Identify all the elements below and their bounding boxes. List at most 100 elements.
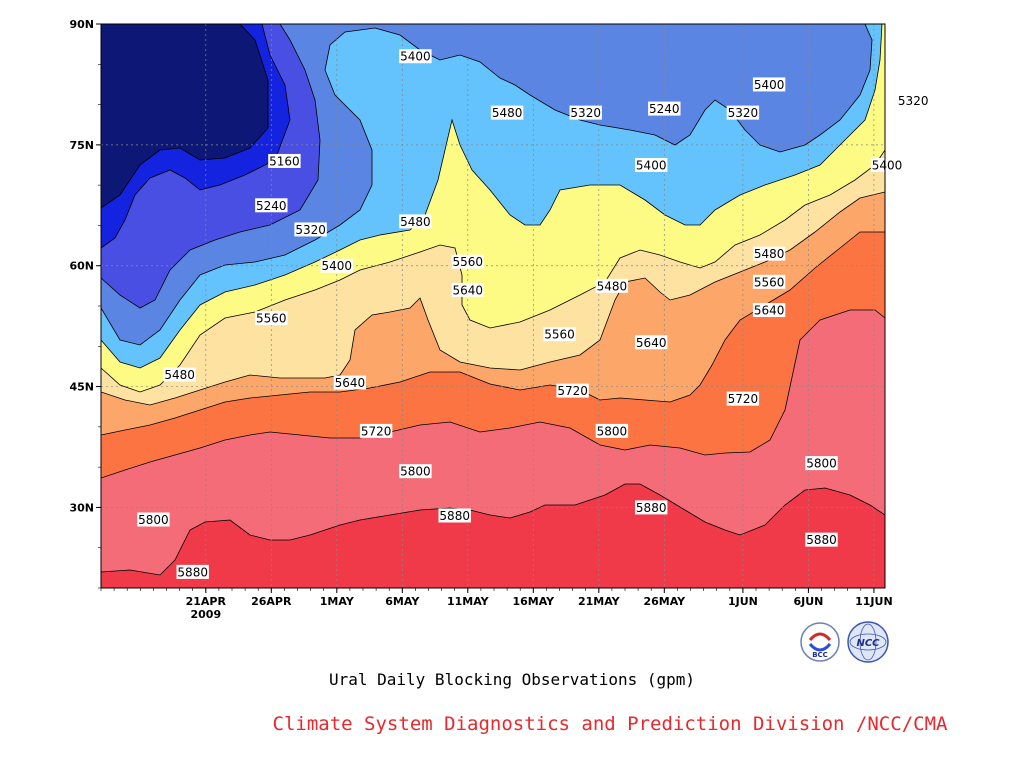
contour-label-text: 5240 (256, 199, 287, 213)
contour-label: 5160 (268, 153, 301, 168)
contour-label-bg (635, 335, 668, 350)
contour-label-text: 5320 (295, 223, 326, 237)
contour-label-text: 5480 (754, 247, 785, 261)
contour-label-bg (752, 274, 786, 289)
y-tick-label: 75N (69, 139, 94, 152)
contour-label-bg (163, 367, 196, 382)
x-tick-label: 21APR (186, 595, 227, 608)
chart-caption: Ural Daily Blocking Observations (gpm) (328, 670, 696, 689)
contour-label-text: 5480 (400, 215, 431, 229)
x-tick-label: 16MAY (512, 595, 555, 608)
credit-line: Climate System Diagnostics and Predictio… (272, 713, 948, 735)
contour-label: 5640 (333, 375, 367, 390)
contour-label-bg (255, 311, 288, 326)
x-tick-label: 6MAY (385, 595, 420, 608)
contour-label-bg (399, 49, 432, 64)
contour-label-text: 5720 (557, 384, 588, 398)
logos: BCC NCC (800, 620, 900, 664)
y-tick-label: 90N (69, 18, 94, 31)
contour-label: 5880 (176, 564, 209, 579)
contour-label: 5320 (726, 105, 760, 120)
contour-label: 5640 (451, 282, 484, 297)
bcc-logo-icon: BCC (800, 622, 840, 662)
svg-text:NCC: NCC (856, 638, 880, 649)
contour-label: 5480 (399, 214, 432, 229)
contour-label-text: 5640 (636, 336, 667, 350)
contour-label: 5320 (569, 105, 602, 120)
x-tick-label: 1JUN (728, 595, 758, 608)
contour-label-text: 5160 (269, 154, 300, 168)
y-axis: 30N 45N 60N 75N 90N (69, 18, 101, 589)
contour-label-bg (359, 423, 393, 438)
contour-label: 5720 (359, 423, 393, 438)
contour-label: 5480 (595, 278, 629, 293)
contour-label: 5800 (805, 456, 838, 471)
contour-label: 5880 (438, 508, 471, 523)
contour-label: 5480 (752, 246, 786, 261)
contour-label-bg (805, 456, 838, 471)
contour-label-text: 5560 (256, 312, 287, 326)
contour-label-text: 5880 (177, 565, 208, 579)
contour-label-bg (726, 105, 760, 120)
contour-label: 5480 (163, 367, 196, 382)
contour-label-text: 5800 (806, 457, 837, 471)
contour-label-bg (294, 222, 327, 237)
contour-label: 5480 (490, 105, 524, 120)
x-tick-label: 26APR (251, 595, 292, 608)
contour-label-bg (451, 254, 484, 269)
contour-label-bg (438, 508, 471, 523)
contour-label: 5560 (255, 311, 288, 326)
contour-label-bg (726, 391, 760, 406)
y-tick-label: 60N (69, 260, 94, 273)
contour-label-text: 5560 (453, 255, 484, 269)
contour-label-text: 5880 (806, 533, 837, 547)
contour-label-text: 5400 (322, 259, 353, 273)
contour-label-text: 5640 (335, 376, 366, 390)
contour-label: 5320 (897, 93, 930, 108)
x-tick-label: 11JUN (855, 595, 893, 608)
contour-label-text: 5400 (636, 159, 667, 173)
contour-label-bg (635, 158, 668, 172)
contour-label-text: 5560 (754, 275, 785, 289)
contour-labels: 5160 5240 5320 5400 5480 5560 5640 5560 5480 5640… (137, 49, 930, 579)
contour-label-bg (752, 246, 786, 261)
contour-label-text: 5800 (138, 513, 169, 527)
contour-label-text: 5320 (898, 94, 929, 108)
y-tick-label: 30N (69, 501, 94, 514)
x-tick-label: 11MAY (447, 595, 490, 608)
contour-label-bg (320, 258, 353, 273)
contour-label-text: 5640 (453, 283, 484, 297)
contour-label-text: 5880 (439, 509, 470, 523)
contour-label-text: 5400 (400, 50, 431, 64)
contour-label-bg (870, 158, 904, 172)
contour-label-bg (569, 105, 602, 120)
contour-label-bg (897, 93, 930, 108)
contour-label-text: 5480 (597, 279, 628, 293)
contour-label-text: 5400 (872, 159, 903, 173)
contour-label-bg (451, 282, 484, 297)
contour-label-bg (595, 278, 629, 293)
contour-label-bg (399, 214, 432, 229)
x-tick-label: 26MAY (643, 595, 686, 608)
contour-label-text: 5560 (544, 328, 575, 342)
band-above-5880 (101, 484, 885, 588)
contour-label-text: 5800 (597, 424, 628, 438)
logo-group: BCC NCC (800, 621, 889, 663)
contour-label: 5560 (451, 254, 484, 269)
contour-label: 5800 (399, 464, 432, 479)
x-tick-label: 1MAY (320, 595, 355, 608)
contour-label-text: 5320 (728, 106, 759, 120)
contour-label: 5720 (726, 391, 760, 406)
contour-label-bg (556, 383, 589, 398)
contour-label-bg (490, 105, 524, 120)
contour-label-bg (255, 198, 288, 213)
x-year-label: 2009 (190, 608, 221, 621)
contour-label-bg (648, 101, 681, 116)
contour-label-bg (399, 464, 432, 479)
x-tick-label: 21MAY (578, 595, 621, 608)
contour-label-text: 5640 (754, 304, 785, 318)
contour-label: 5640 (635, 335, 668, 350)
contour-label: 5800 (137, 512, 170, 527)
